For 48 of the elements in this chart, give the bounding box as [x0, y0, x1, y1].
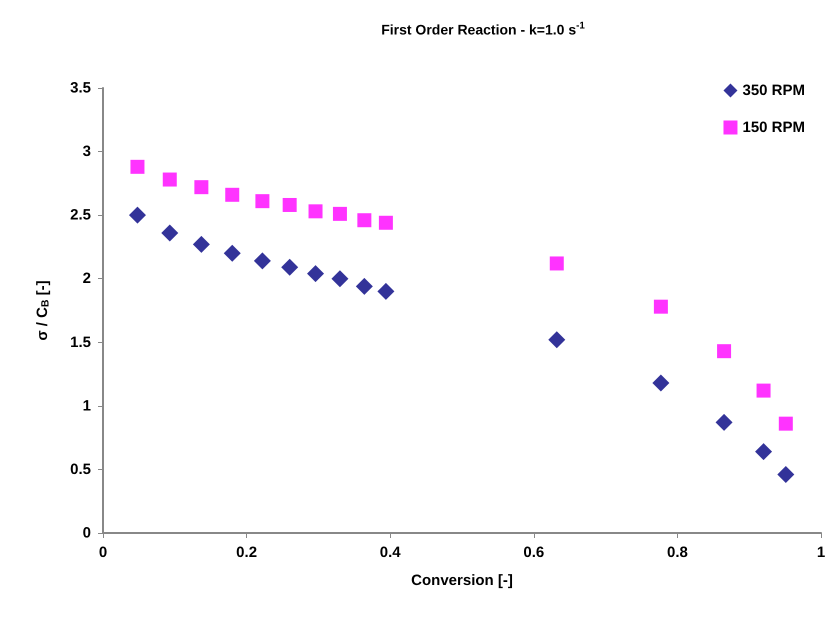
point: [192, 236, 210, 253]
point: [307, 265, 324, 282]
x-tick-label: 0.2: [236, 544, 258, 561]
x-tick-label: 0.8: [666, 544, 688, 561]
point: [331, 270, 348, 288]
point: [357, 213, 372, 228]
point: [308, 204, 323, 218]
point: [377, 282, 394, 300]
y-tick-label: 3: [82, 143, 91, 160]
y-tick-label: 3.5: [70, 80, 91, 96]
x-axis-title: Conversion [-]: [411, 572, 513, 589]
y-tick-label: 2: [82, 270, 91, 288]
point: [654, 300, 668, 314]
point: [550, 256, 564, 270]
legend-label: 350 RPM: [742, 82, 806, 99]
x-tick-label: 0: [98, 544, 108, 561]
x-tick-label: 0.4: [380, 544, 402, 561]
point: [652, 374, 670, 392]
point: [128, 206, 146, 224]
x-tick-label: 1: [816, 544, 826, 561]
point: [778, 416, 793, 431]
point: [777, 466, 794, 484]
y-tick-label: 0: [82, 524, 91, 542]
point: [756, 384, 771, 398]
y-tick-label: 1.5: [70, 334, 91, 351]
point: [224, 244, 241, 262]
y-tick-label: 0.5: [70, 460, 91, 478]
point: [282, 198, 297, 212]
point: [161, 224, 178, 242]
point: [378, 216, 393, 230]
y-axis-title: σ / CB [-]: [34, 280, 52, 341]
point: [162, 172, 177, 187]
point: [332, 206, 347, 221]
point: [130, 160, 144, 174]
x-tick-label: 0.6: [523, 544, 544, 561]
point: [254, 252, 271, 270]
y-tick-label: 2.5: [70, 206, 91, 224]
point: [281, 258, 298, 276]
point: [755, 443, 772, 460]
point: [356, 278, 373, 295]
point: [225, 188, 240, 202]
point: [717, 344, 732, 358]
point: [194, 180, 208, 194]
point: [548, 331, 566, 348]
point: [255, 194, 270, 208]
point: [716, 414, 733, 431]
legend-label: 150 RPM: [742, 119, 806, 136]
y-tick-label: 1: [82, 397, 91, 414]
